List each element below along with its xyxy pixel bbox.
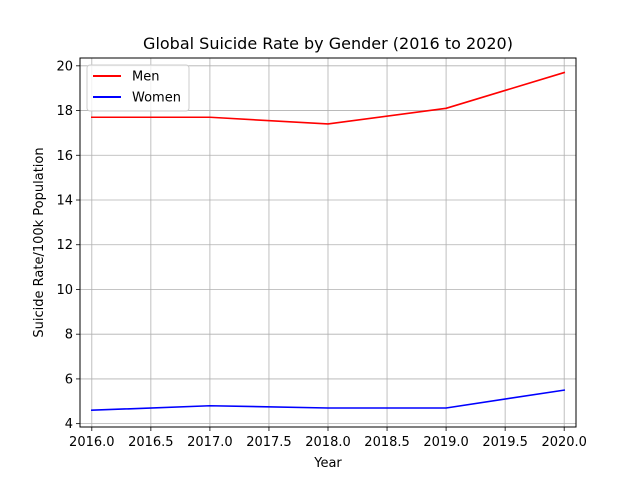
y-tick-label: 18 (56, 104, 73, 119)
axis-ticks: 2016.0 2016.5 2017.0 2017.5 2018.0 2018.5 2019… (56, 59, 586, 450)
chart-title: Global Suicide Rate by Gender (2016 to 2… (143, 34, 513, 53)
x-tick-label: 2019.0 (423, 435, 469, 450)
x-tick-label: 2016.0 (69, 435, 115, 450)
y-tick-label: 10 (56, 283, 73, 298)
y-tick-label: 8 (65, 328, 73, 343)
x-tick-label: 2018.5 (364, 435, 410, 450)
x-tick-label: 2017.0 (187, 435, 233, 450)
legend-label-women: Women (132, 91, 181, 106)
grid (80, 58, 576, 427)
y-tick-label: 12 (56, 238, 73, 253)
x-tick-label: 2017.5 (246, 435, 292, 450)
x-tick-label: 2019.5 (482, 435, 528, 450)
y-tick-label: 14 (56, 194, 73, 209)
x-tick-label: 2016.5 (128, 435, 174, 450)
y-tick-label: 4 (65, 417, 73, 432)
y-tick-label: 20 (56, 59, 73, 74)
y-axis-label: Suicide Rate/100k Population (32, 147, 47, 337)
legend: Men Women (86, 64, 190, 112)
x-tick-label: 2018.0 (305, 435, 351, 450)
x-axis-label: Year (313, 456, 342, 471)
x-tick-label: 2020.0 (541, 435, 587, 450)
y-tick-label: 6 (65, 372, 73, 387)
legend-label-men: Men (132, 70, 159, 85)
y-tick-label: 16 (56, 149, 73, 164)
series-lines (90, 71, 566, 412)
